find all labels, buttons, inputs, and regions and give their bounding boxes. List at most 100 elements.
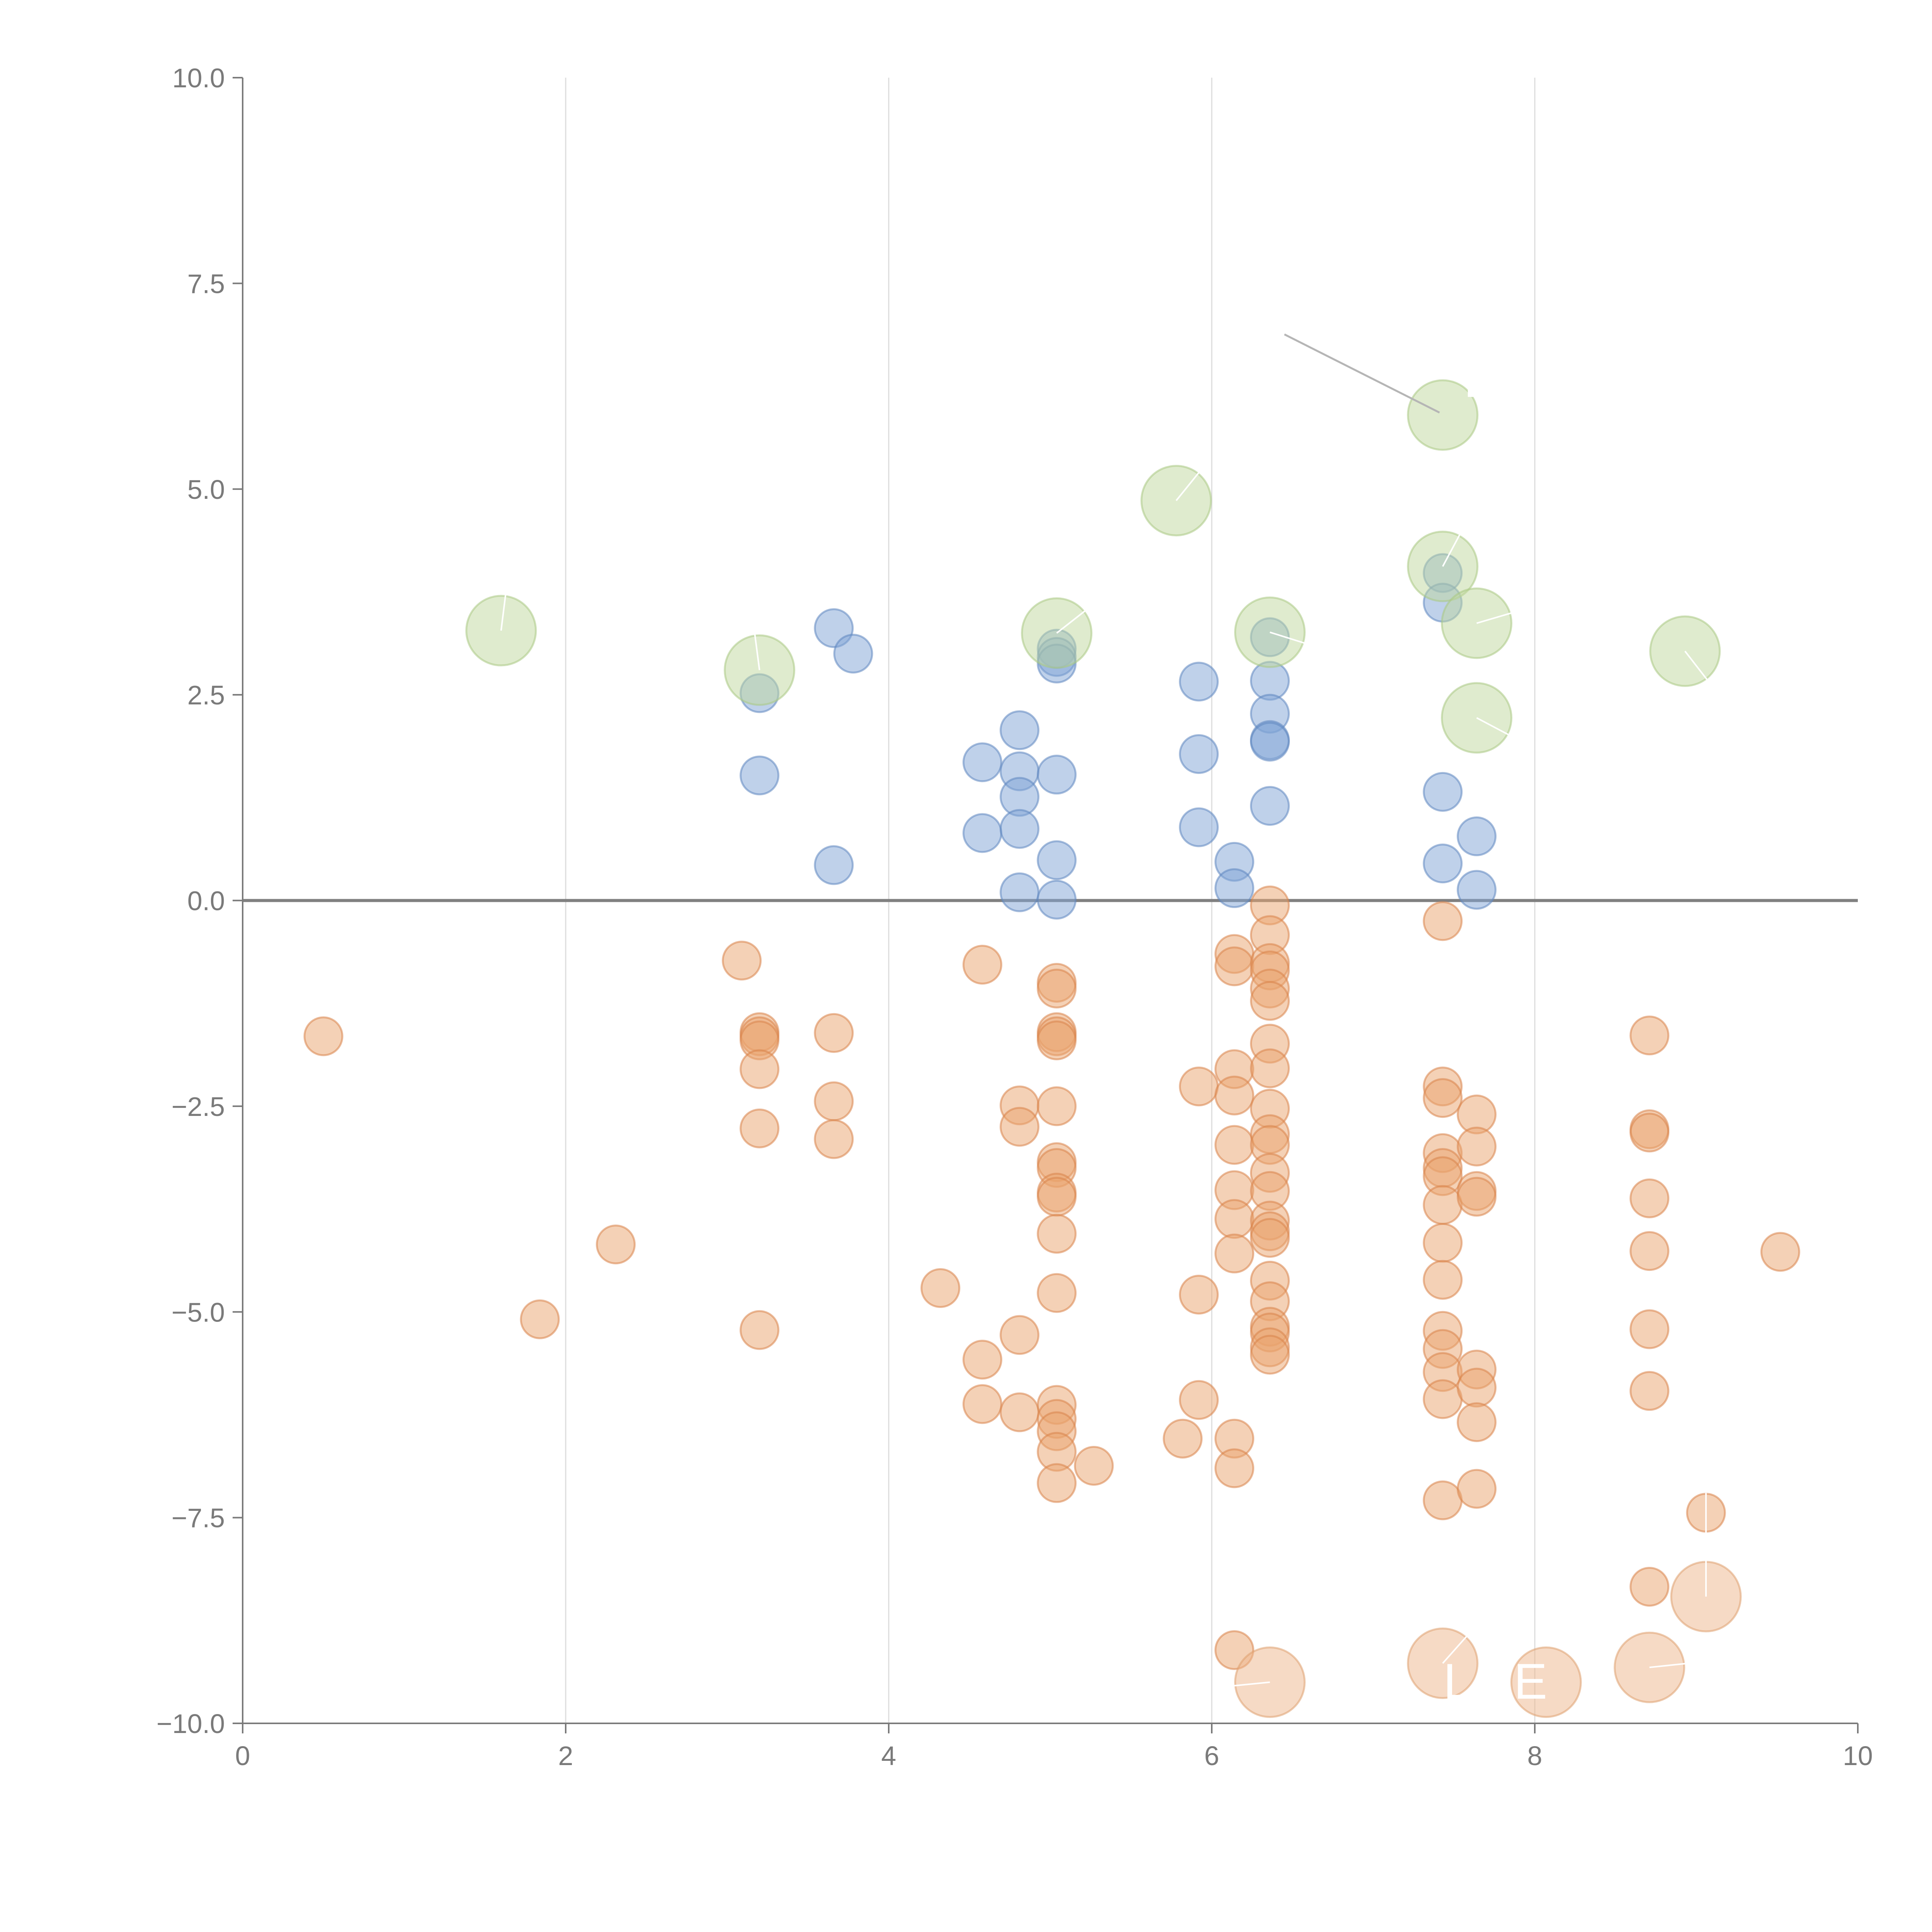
data-point (1407, 379, 1479, 451)
data-point (1629, 1112, 1670, 1153)
y-tick-label: 2.5 (187, 680, 225, 710)
data-point (1179, 1380, 1219, 1420)
leader-line (1219, 1681, 1270, 1688)
data-point (920, 1268, 961, 1308)
series-positive (740, 553, 1497, 920)
data-point (303, 1016, 344, 1056)
leader-line (754, 633, 760, 670)
data-point (1037, 840, 1077, 880)
data-point (520, 1299, 560, 1339)
data-point (1629, 1231, 1670, 1271)
data-point (1037, 1463, 1077, 1503)
data-point (1037, 1214, 1077, 1254)
series-large-positive (465, 379, 1721, 754)
data-point (962, 813, 1002, 853)
data-point (833, 634, 873, 674)
y-tick-label: −2.5 (172, 1092, 225, 1122)
annotation-label: L (1443, 1653, 1471, 1709)
leader-lines (500, 333, 1713, 1688)
y-tick-label: −10.0 (156, 1709, 225, 1739)
data-point (1000, 872, 1040, 912)
leader-line (1442, 530, 1463, 567)
data-point (1214, 868, 1255, 908)
data-point (740, 1108, 780, 1148)
data-point (962, 945, 1002, 985)
data-point (1037, 879, 1077, 920)
data-point (1423, 1480, 1463, 1520)
data-point (1037, 1273, 1077, 1313)
x-tick-label: 2 (558, 1741, 573, 1771)
leader-line (1175, 472, 1200, 501)
data-point (962, 742, 1002, 782)
data-point (1214, 1199, 1255, 1239)
leader-line (1684, 651, 1713, 687)
data-point (1250, 786, 1290, 826)
data-point (1250, 1335, 1290, 1375)
data-point (740, 755, 780, 796)
data-point (1250, 1048, 1290, 1088)
data-point (1457, 870, 1497, 910)
data-point (1423, 1223, 1463, 1263)
data-point (1074, 1446, 1114, 1486)
annotation-label: E (1514, 1653, 1548, 1709)
data-point (1629, 1015, 1670, 1056)
data-point (1037, 755, 1077, 795)
data-point (1629, 1371, 1670, 1411)
data-point (1457, 1177, 1497, 1217)
data-point (1250, 722, 1290, 762)
data-point (1629, 1309, 1670, 1349)
data-point (1214, 1233, 1255, 1274)
y-tick-label: 5.0 (187, 474, 225, 505)
data-point (1250, 981, 1290, 1021)
data-point (1214, 946, 1255, 986)
data-point (740, 1310, 780, 1350)
data-point (1510, 1646, 1582, 1718)
data-point (1457, 1402, 1497, 1442)
x-tick-label: 4 (881, 1741, 896, 1771)
leader-line (1284, 333, 1440, 413)
leader-line (1269, 631, 1312, 646)
data-point (1037, 1086, 1077, 1126)
data-point (1000, 1315, 1040, 1355)
data-point (1037, 1020, 1077, 1061)
data-point (814, 1013, 854, 1053)
data-point (1629, 1178, 1670, 1218)
leader-line (500, 592, 507, 631)
data-point (1423, 1379, 1463, 1419)
data-point (962, 1384, 1002, 1424)
data-point (1000, 710, 1040, 750)
x-tick-label: 6 (1204, 1741, 1219, 1771)
data-point (1250, 1218, 1290, 1258)
data-point (1000, 1392, 1040, 1432)
data-point (1214, 1075, 1255, 1116)
x-tick-label: 8 (1527, 1741, 1543, 1771)
data-point (1629, 1567, 1670, 1607)
data-point (1179, 807, 1219, 847)
data-point (1423, 1185, 1463, 1225)
data-point (1457, 1469, 1497, 1509)
data-point (724, 634, 796, 706)
data-point (814, 1081, 854, 1121)
data-point (1423, 901, 1463, 941)
y-axis-ticks: 10.0 7.5 5.0 2.5 0.0 −2.5 −5.0 −7.5 −10.0 (156, 63, 243, 1739)
data-point (1423, 844, 1463, 884)
y-tick-label: 7.5 (187, 269, 225, 299)
leader-line (1476, 610, 1519, 624)
leader-line (1442, 1628, 1474, 1664)
x-tick-label: 10 (1843, 1741, 1873, 1771)
data-point (1423, 772, 1463, 812)
data-point (1214, 1448, 1255, 1488)
data-point (1037, 968, 1077, 1009)
leader-line (1476, 717, 1519, 741)
series-large-negative (1234, 1561, 1742, 1718)
data-point (1000, 1107, 1040, 1147)
data-point (962, 1340, 1002, 1380)
x-tick-label: 0 (235, 1741, 250, 1771)
data-point (1760, 1232, 1800, 1272)
data-point (1179, 1275, 1219, 1315)
data-point (1179, 1066, 1219, 1107)
data-point (1423, 1260, 1463, 1300)
leader-line (1649, 1661, 1705, 1668)
data-point (814, 1119, 854, 1159)
annotations: LEL (1443, 351, 1547, 1709)
